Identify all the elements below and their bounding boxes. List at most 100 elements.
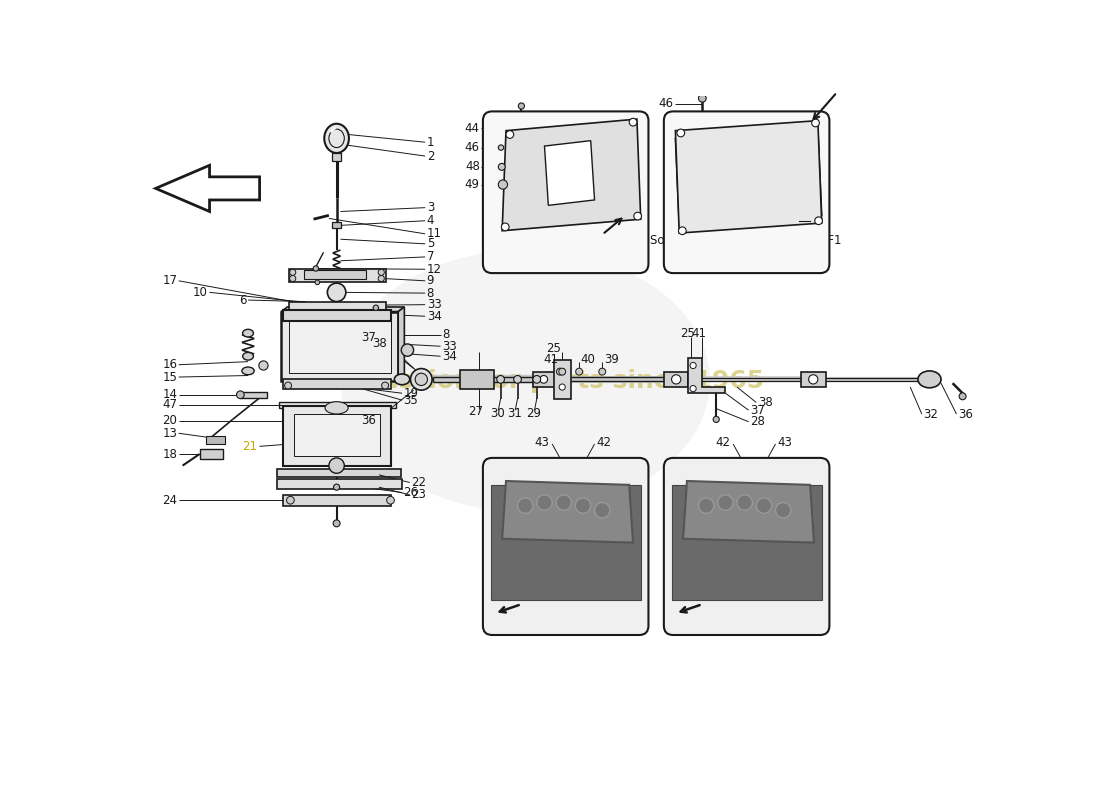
Bar bbox=[295, 414, 381, 456]
Circle shape bbox=[629, 118, 637, 126]
Bar bbox=[671, 485, 822, 600]
Polygon shape bbox=[689, 358, 726, 394]
Bar bbox=[289, 319, 390, 373]
FancyBboxPatch shape bbox=[664, 111, 829, 273]
Circle shape bbox=[556, 495, 572, 510]
Text: 13: 13 bbox=[163, 426, 177, 440]
Circle shape bbox=[333, 484, 340, 490]
Text: 39: 39 bbox=[604, 353, 618, 366]
Circle shape bbox=[717, 495, 734, 510]
Circle shape bbox=[315, 280, 320, 285]
Text: 44: 44 bbox=[465, 122, 480, 135]
Circle shape bbox=[557, 368, 563, 375]
Circle shape bbox=[285, 382, 292, 389]
Circle shape bbox=[698, 498, 714, 514]
Text: Valid for F1: Valid for F1 bbox=[516, 249, 615, 264]
Circle shape bbox=[518, 103, 525, 109]
Bar bbox=[279, 402, 396, 408]
Circle shape bbox=[498, 163, 505, 170]
Polygon shape bbox=[683, 481, 814, 542]
Text: 8: 8 bbox=[442, 328, 450, 341]
Text: 27: 27 bbox=[469, 405, 484, 418]
Text: 19: 19 bbox=[404, 386, 419, 400]
Text: 45: 45 bbox=[813, 210, 827, 222]
Text: 1: 1 bbox=[427, 136, 434, 149]
Text: 11: 11 bbox=[427, 227, 442, 240]
Circle shape bbox=[540, 375, 548, 383]
Text: 42: 42 bbox=[715, 436, 730, 449]
Circle shape bbox=[328, 283, 345, 302]
Bar bbox=[305, 270, 366, 279]
Circle shape bbox=[333, 520, 340, 527]
Bar bbox=[283, 379, 390, 389]
FancyBboxPatch shape bbox=[483, 111, 649, 273]
Circle shape bbox=[382, 382, 388, 389]
Circle shape bbox=[757, 498, 772, 514]
Ellipse shape bbox=[326, 402, 348, 414]
Circle shape bbox=[598, 368, 606, 375]
Polygon shape bbox=[502, 119, 640, 230]
FancyBboxPatch shape bbox=[664, 458, 829, 635]
Text: 21: 21 bbox=[242, 440, 257, 453]
Bar bbox=[277, 479, 403, 489]
Text: 2: 2 bbox=[427, 150, 434, 162]
Text: 6: 6 bbox=[239, 294, 246, 306]
Circle shape bbox=[808, 374, 818, 384]
Circle shape bbox=[517, 498, 534, 514]
Text: 10: 10 bbox=[194, 286, 208, 299]
Circle shape bbox=[959, 393, 966, 400]
Text: 49: 49 bbox=[465, 178, 480, 191]
Circle shape bbox=[497, 375, 505, 383]
Circle shape bbox=[532, 375, 541, 383]
Circle shape bbox=[314, 266, 319, 271]
Circle shape bbox=[402, 344, 414, 356]
Bar bbox=[801, 372, 825, 387]
Bar bbox=[283, 495, 390, 506]
Text: 43: 43 bbox=[535, 436, 549, 449]
Text: 31: 31 bbox=[507, 406, 521, 420]
Circle shape bbox=[236, 391, 244, 398]
Circle shape bbox=[676, 129, 684, 137]
Circle shape bbox=[258, 361, 268, 370]
Bar bbox=[534, 372, 554, 387]
Text: 37: 37 bbox=[361, 331, 376, 344]
Circle shape bbox=[498, 145, 504, 150]
Circle shape bbox=[698, 94, 706, 102]
Text: 15: 15 bbox=[163, 370, 177, 383]
Bar bbox=[289, 302, 386, 311]
Text: 37: 37 bbox=[750, 404, 764, 417]
Text: 25: 25 bbox=[680, 327, 695, 341]
Bar bbox=[282, 311, 398, 381]
Bar bbox=[664, 372, 689, 387]
Bar bbox=[460, 370, 495, 389]
Bar bbox=[553, 360, 571, 398]
Circle shape bbox=[575, 498, 591, 514]
Bar bbox=[277, 470, 400, 477]
Circle shape bbox=[498, 180, 507, 189]
Bar bbox=[206, 436, 224, 444]
Circle shape bbox=[575, 368, 583, 375]
Circle shape bbox=[537, 495, 552, 510]
Circle shape bbox=[410, 369, 432, 390]
Bar bbox=[289, 270, 386, 282]
Text: 24: 24 bbox=[162, 494, 177, 506]
Circle shape bbox=[737, 495, 752, 510]
Text: 14: 14 bbox=[162, 388, 177, 402]
Circle shape bbox=[373, 305, 378, 310]
Polygon shape bbox=[544, 141, 594, 206]
Bar bbox=[241, 392, 267, 398]
Polygon shape bbox=[398, 307, 405, 381]
Circle shape bbox=[289, 275, 296, 282]
Circle shape bbox=[329, 458, 344, 474]
Circle shape bbox=[378, 275, 384, 282]
Text: 38: 38 bbox=[758, 396, 772, 409]
Polygon shape bbox=[675, 121, 822, 233]
Circle shape bbox=[634, 212, 641, 220]
Circle shape bbox=[559, 384, 565, 390]
Ellipse shape bbox=[243, 353, 253, 360]
Circle shape bbox=[690, 386, 696, 392]
FancyBboxPatch shape bbox=[483, 458, 649, 635]
Bar bbox=[199, 449, 222, 459]
Circle shape bbox=[506, 130, 514, 138]
Text: 48: 48 bbox=[465, 160, 480, 174]
